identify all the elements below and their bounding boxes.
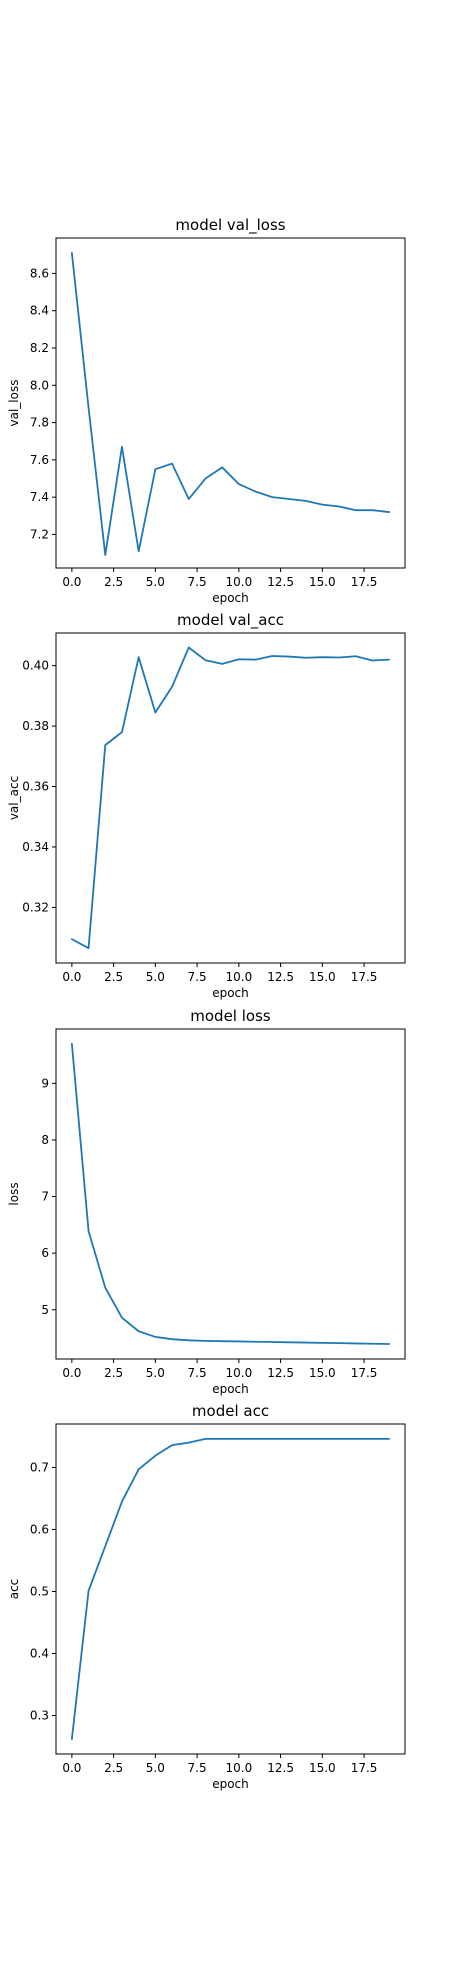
y-tick-label: 0.40 <box>22 659 49 673</box>
y-tick-label: 8.6 <box>30 266 49 280</box>
x-tick-label: 2.5 <box>104 970 123 984</box>
y-axis-label: val_acc <box>7 776 21 820</box>
y-tick-label: 7.4 <box>30 490 49 504</box>
x-axis-label: epoch <box>212 1382 249 1396</box>
x-tick-label: 5.0 <box>146 970 165 984</box>
y-tick-label: 9 <box>41 1076 49 1090</box>
x-tick-label: 12.5 <box>267 575 294 589</box>
x-tick-label: 5.0 <box>146 1366 165 1380</box>
y-tick-label: 0.3 <box>30 1709 49 1723</box>
series-line <box>70 252 391 556</box>
y-tick-label: 8.0 <box>30 378 49 392</box>
y-tick-label: 0.4 <box>30 1647 49 1661</box>
y-tick-label: 6 <box>41 1246 49 1260</box>
chart-1: model val_loss 0.0 2.5 5.0 7.5 10.0 12.5 15.0 17… <box>7 216 406 605</box>
x-tick-label: 7.5 <box>188 1761 207 1775</box>
chart-4: model acc 0.0 2.5 5.0 7.5 10.0 12.5 15.0 17.5 0.3… <box>7 1402 406 1791</box>
y-tick-label: 8 <box>41 1133 49 1147</box>
x-tick-label: 17.5 <box>351 970 378 984</box>
x-tick-label: 2.5 <box>104 575 123 589</box>
x-tick-label: 17.5 <box>351 575 378 589</box>
x-tick-label: 0.0 <box>62 1366 81 1380</box>
y-tick-label: 5 <box>41 1303 49 1317</box>
y-tick-label: 8.4 <box>30 304 49 318</box>
y-axis-label: loss <box>7 1182 21 1205</box>
y-tick-label: 8.2 <box>30 341 49 355</box>
plot-frame <box>55 237 406 569</box>
y-tick-label: 7.6 <box>30 453 49 467</box>
x-tick-label: 17.5 <box>351 1366 378 1380</box>
x-tick-label: 10.0 <box>225 1761 252 1775</box>
x-tick-label: 10.0 <box>225 1366 252 1380</box>
x-tick-label: 17.5 <box>351 1761 378 1775</box>
y-axis-label: acc <box>7 1579 21 1600</box>
y-tick-label: 7.2 <box>30 527 49 541</box>
chart-2: model val_acc 0.0 2.5 5.0 7.5 10.0 12.5 15.0 17.… <box>7 611 406 1000</box>
y-tick-label: 0.38 <box>22 719 49 733</box>
series-line <box>70 1042 391 1345</box>
chart-title: model loss <box>190 1007 271 1025</box>
x-tick-label: 10.0 <box>225 970 252 984</box>
y-tick-label: 7 <box>41 1190 49 1204</box>
x-tick-label: 5.0 <box>146 1761 165 1775</box>
y-tick-label: 0.6 <box>30 1522 49 1536</box>
y-axis-label: val_loss <box>7 380 21 427</box>
series-line <box>70 646 391 950</box>
x-tick-label: 15.0 <box>309 1366 336 1380</box>
y-tick-label: 0.34 <box>22 840 49 854</box>
x-tick-label: 12.5 <box>267 970 294 984</box>
x-tick-label: 12.5 <box>267 1761 294 1775</box>
y-tick-label: 7.8 <box>30 416 49 430</box>
y-tick-label: 0.5 <box>30 1584 49 1598</box>
x-tick-label: 0.0 <box>62 970 81 984</box>
x-tick-label: 2.5 <box>104 1366 123 1380</box>
x-tick-label: 7.5 <box>188 1366 207 1380</box>
x-tick-label: 12.5 <box>267 1366 294 1380</box>
x-axis-label: epoch <box>212 1777 249 1791</box>
x-tick-label: 7.5 <box>188 575 207 589</box>
x-axis-label: epoch <box>212 591 249 605</box>
x-axis-label: epoch <box>212 986 249 1000</box>
x-tick-label: 5.0 <box>146 575 165 589</box>
x-tick-label: 2.5 <box>104 1761 123 1775</box>
chart-title: model acc <box>192 1402 269 1420</box>
plot-frame <box>55 1423 406 1755</box>
y-tick-label: 0.32 <box>22 900 49 914</box>
y-tick-label: 0.36 <box>22 780 49 794</box>
plot-frame <box>55 1028 406 1360</box>
x-tick-label: 7.5 <box>188 970 207 984</box>
plot-frame <box>55 632 406 964</box>
series-line <box>70 1437 391 1741</box>
y-tick-label: 0.7 <box>30 1460 49 1474</box>
chart-title: model val_loss <box>175 216 285 235</box>
x-tick-label: 15.0 <box>309 970 336 984</box>
chart-3: model loss 0.0 2.5 5.0 7.5 10.0 12.5 15.0 17.5 5 6… <box>7 1007 406 1396</box>
x-tick-label: 10.0 <box>225 575 252 589</box>
x-tick-label: 0.0 <box>62 1761 81 1775</box>
x-tick-label: 0.0 <box>62 575 81 589</box>
x-tick-label: 15.0 <box>309 575 336 589</box>
x-tick-label: 15.0 <box>309 1761 336 1775</box>
chart-title: model val_acc <box>177 611 284 630</box>
